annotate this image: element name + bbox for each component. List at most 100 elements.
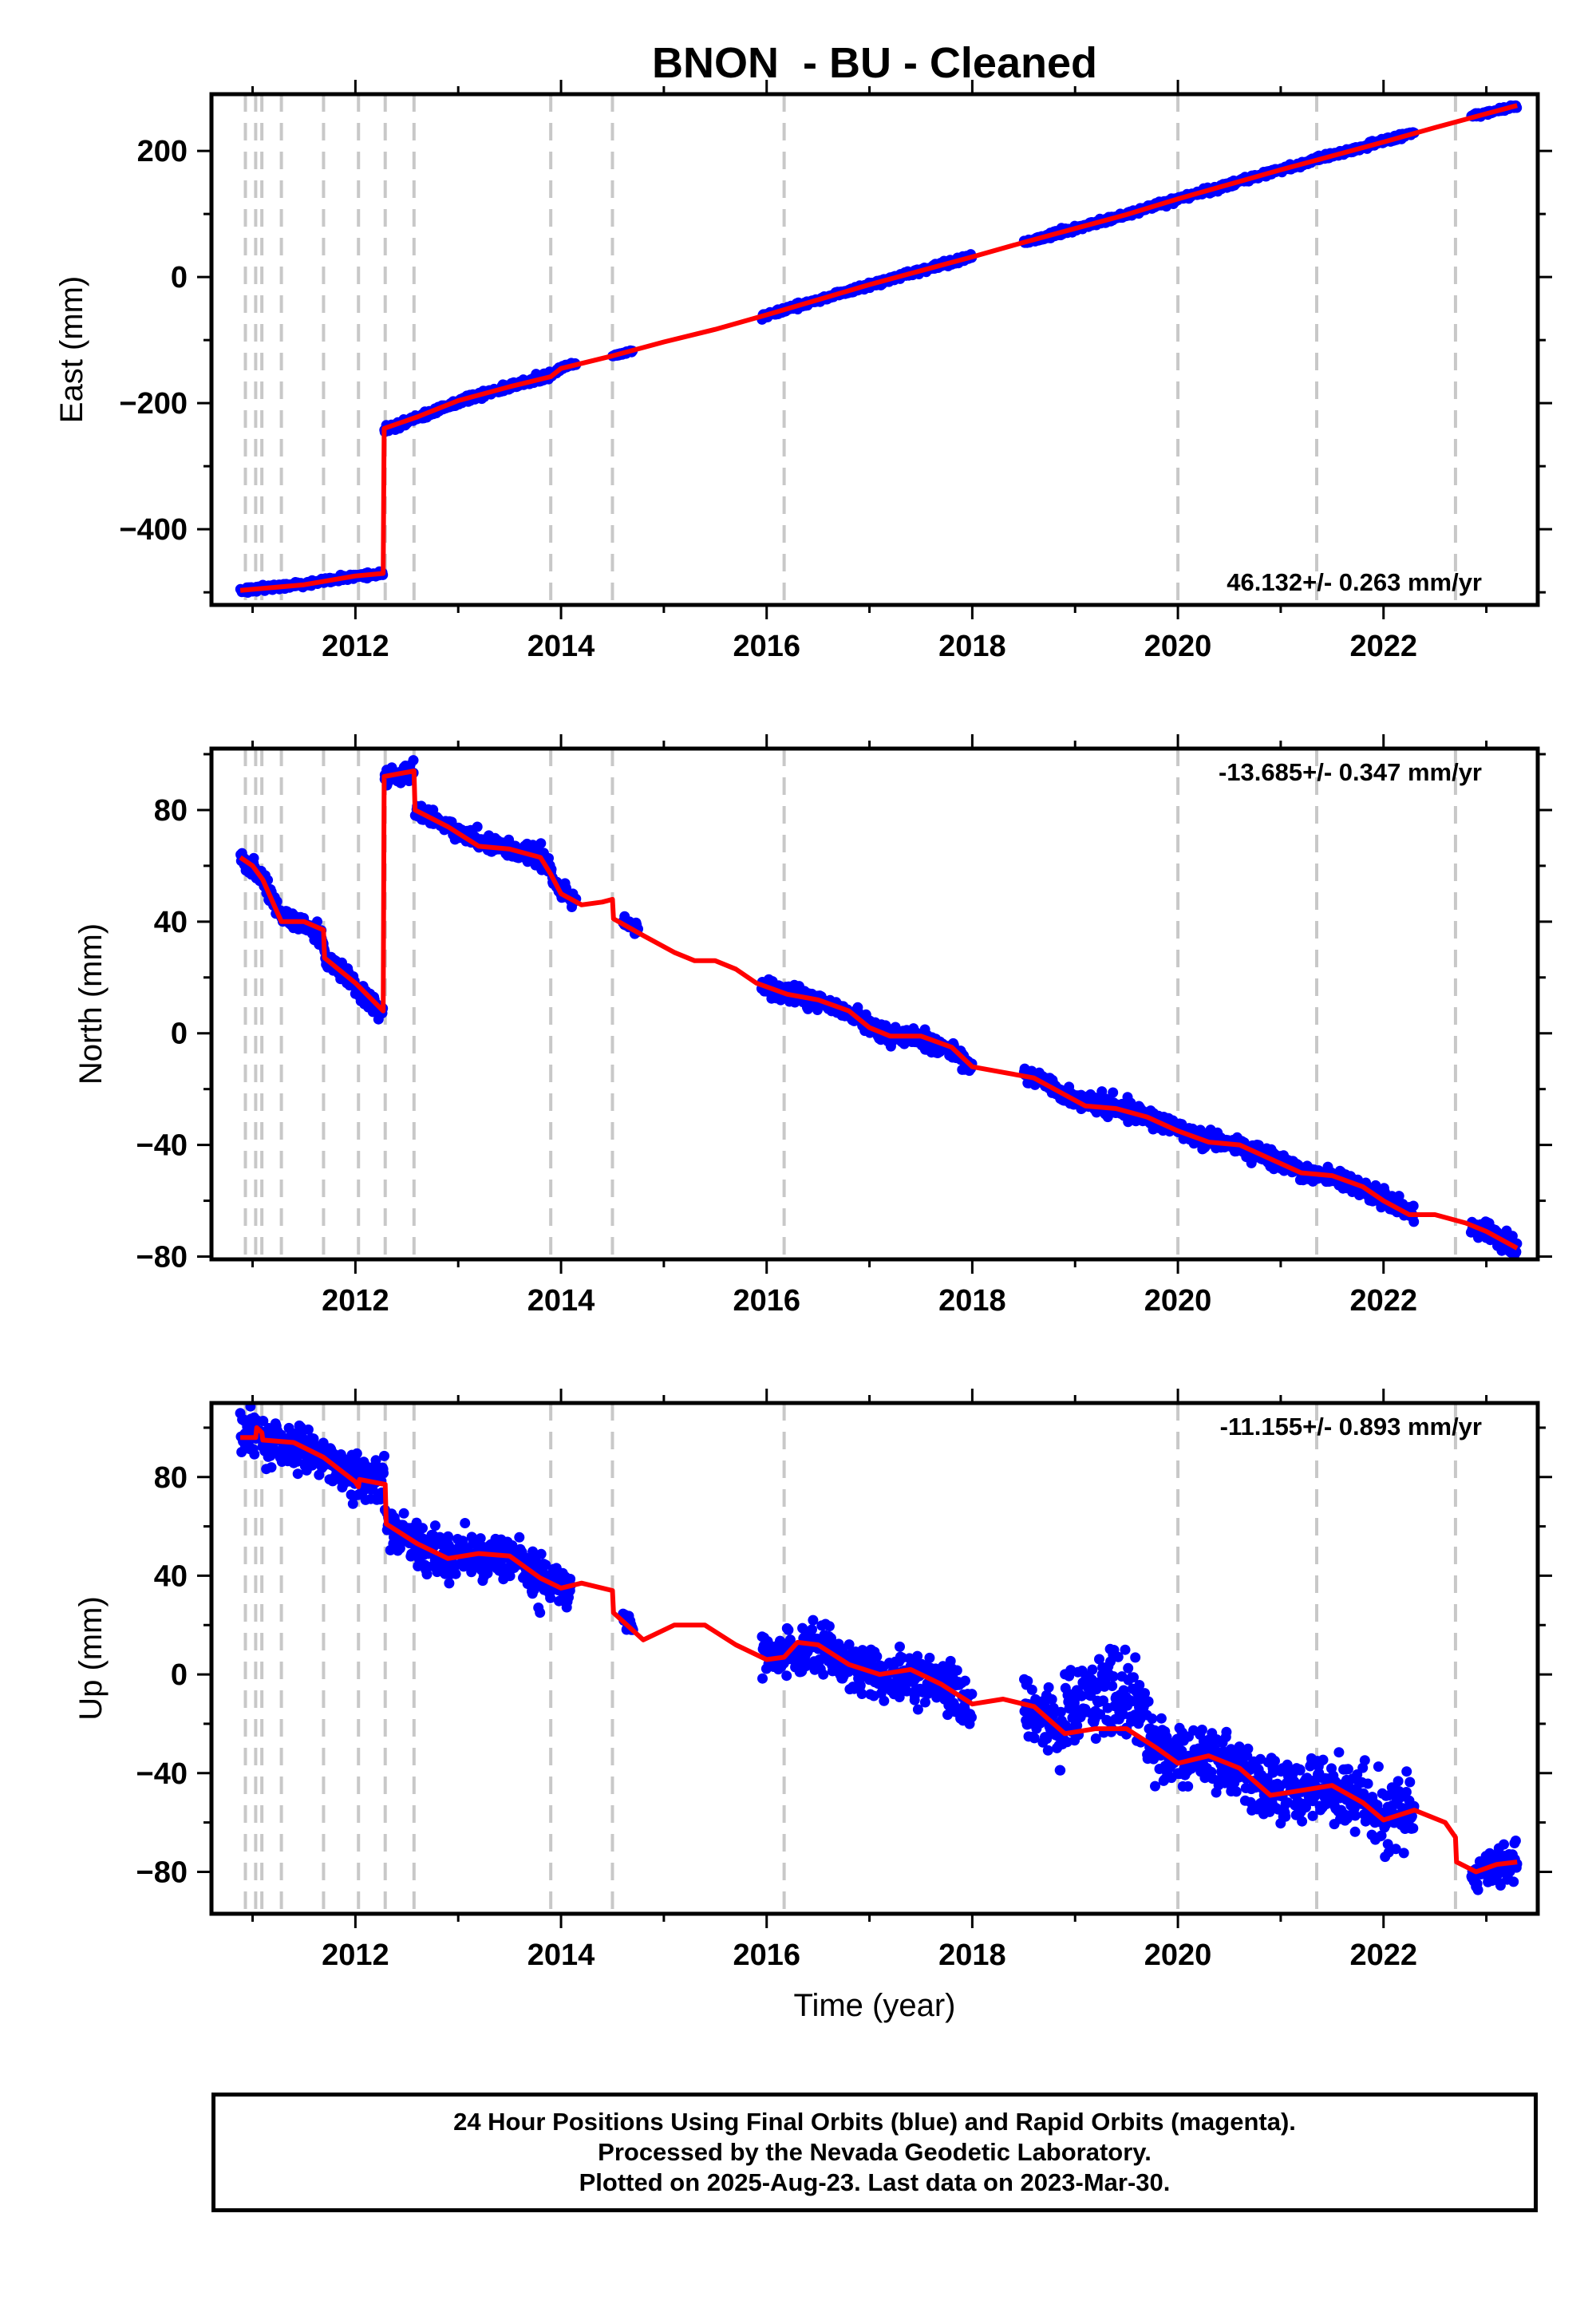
- x-tick-label: 2020: [1144, 630, 1212, 663]
- data-point: [1041, 1733, 1053, 1745]
- data-point: [912, 1704, 923, 1715]
- x-tick-label: 2014: [527, 630, 595, 663]
- data-point: [1090, 1733, 1101, 1744]
- data-point: [245, 1403, 256, 1412]
- plot-frame: [209, 92, 1540, 607]
- data-point: [1029, 1733, 1040, 1744]
- data-point: [443, 1531, 453, 1542]
- y-axis-label: East (mm): [54, 276, 89, 423]
- data-point: [429, 1520, 440, 1531]
- data-point: [808, 1614, 819, 1626]
- data-point: [265, 1450, 276, 1461]
- data-point: [1112, 1651, 1124, 1662]
- data-point: [1373, 1761, 1384, 1773]
- data-point: [1242, 1743, 1254, 1754]
- data-point: [475, 1533, 486, 1544]
- model-line-north: [239, 769, 1519, 1251]
- data-point: [1128, 1672, 1139, 1683]
- observations-north: [235, 755, 1523, 1259]
- data-point: [1087, 1664, 1098, 1675]
- data-point: [1255, 1753, 1266, 1765]
- data-point: [1297, 1816, 1308, 1827]
- x-tick-label: 2012: [322, 1284, 389, 1318]
- data-point: [856, 1689, 867, 1699]
- data-point: [1150, 1780, 1160, 1792]
- data-point: [292, 1456, 303, 1467]
- data-point: [351, 1448, 362, 1459]
- data-point: [472, 821, 483, 832]
- data-point: [292, 1468, 303, 1480]
- data-point: [1143, 1696, 1154, 1707]
- y-tick-label: 0: [171, 1018, 188, 1051]
- data-point: [379, 1450, 389, 1461]
- y-tick-label: 200: [137, 135, 188, 168]
- panel-north: 2012 2014 2016 2018 2020 2022−80−4004080North…: [73, 734, 1552, 1318]
- panel-east: 2012 2014 2016 2018 2020 2022−400−2000200East…: [54, 80, 1552, 663]
- data-point: [535, 1607, 546, 1618]
- data-point: [1408, 1216, 1420, 1227]
- data-point: [1022, 1675, 1033, 1686]
- data-point: [421, 1569, 433, 1580]
- data-point: [1043, 1682, 1054, 1693]
- data-point: [901, 1686, 912, 1697]
- data-point: [302, 1424, 314, 1435]
- data-point: [408, 755, 419, 766]
- data-point: [966, 1689, 978, 1700]
- data-point: [1072, 1720, 1083, 1731]
- data-point: [1349, 1826, 1361, 1837]
- data-point: [378, 1468, 389, 1479]
- data-point: [1294, 1765, 1306, 1776]
- data-point: [1130, 1652, 1141, 1663]
- plot-frame: [209, 746, 1540, 1262]
- data-point: [966, 1712, 977, 1723]
- data-point: [249, 1448, 260, 1460]
- data-point: [460, 1518, 471, 1528]
- plot-title: BNON - BU - Cleaned: [652, 39, 1097, 87]
- data-point: [1120, 1644, 1131, 1655]
- data-point: [855, 1680, 866, 1691]
- x-tick-label: 2016: [733, 1284, 800, 1318]
- data-point: [843, 1639, 855, 1650]
- data-point: [1055, 1765, 1066, 1776]
- data-point: [1094, 1654, 1104, 1665]
- data-point: [1026, 1684, 1037, 1695]
- y-tick-label: −200: [119, 387, 188, 421]
- data-point: [1342, 1764, 1353, 1775]
- data-point: [879, 1695, 890, 1706]
- data-point: [450, 1568, 461, 1579]
- data-point: [1359, 1755, 1370, 1766]
- y-tick-label: −80: [136, 1241, 188, 1275]
- data-point: [444, 1578, 455, 1589]
- data-point: [919, 1697, 930, 1708]
- data-point: [1046, 1694, 1057, 1705]
- data-point: [504, 1571, 516, 1582]
- data-point: [871, 1651, 883, 1662]
- y-tick-label: 80: [154, 794, 188, 828]
- x-tick-label: 2018: [938, 630, 1006, 663]
- x-tick-label: 2018: [938, 1284, 1006, 1318]
- data-point: [535, 838, 547, 849]
- data-point: [1507, 1231, 1518, 1242]
- data-point: [1408, 1200, 1419, 1211]
- data-point: [258, 1416, 269, 1426]
- data-point: [951, 1665, 962, 1676]
- data-point: [1107, 1681, 1118, 1691]
- data-point: [1140, 1688, 1150, 1699]
- y-axis-label: North (mm): [73, 923, 109, 1085]
- rate-label: -13.685+/- 0.347 mm/yr: [1219, 758, 1482, 786]
- data-point: [1196, 1725, 1207, 1735]
- x-tick-label: 2022: [1349, 1284, 1417, 1318]
- y-tick-label: −400: [119, 513, 188, 547]
- data-point: [783, 1624, 794, 1635]
- data-point: [347, 1498, 358, 1509]
- data-point: [818, 1669, 829, 1680]
- data-point: [1393, 1191, 1404, 1202]
- x-tick-label: 2022: [1349, 630, 1417, 663]
- data-point: [514, 1531, 525, 1543]
- data-point: [807, 1624, 817, 1635]
- observations-up: [235, 1403, 1523, 1895]
- data-point: [1362, 1778, 1373, 1789]
- data-point: [535, 1548, 547, 1559]
